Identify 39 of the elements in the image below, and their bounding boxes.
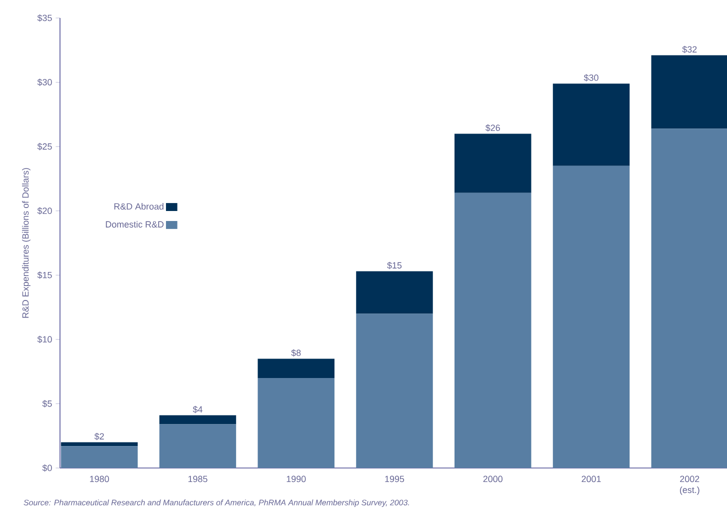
bar	[258, 358, 334, 378]
bar	[454, 134, 532, 193]
y-tick-label: $10	[37, 336, 52, 344]
legend-label: Domestic R&D	[106, 220, 164, 228]
bar	[60, 446, 138, 468]
total-label: $15	[387, 262, 402, 270]
x-tick-label: 1995	[385, 476, 404, 482]
x-tick-label: 2001	[582, 476, 601, 482]
x-tick-label: 1990	[286, 476, 306, 482]
bar	[258, 378, 334, 468]
y-tick-label: $25	[37, 142, 52, 150]
x-tick-label: 1985	[188, 476, 208, 482]
bar	[552, 166, 630, 468]
bar	[454, 192, 532, 468]
bar	[651, 55, 727, 129]
x-tick-label: 2000	[483, 476, 502, 482]
bar	[159, 424, 236, 468]
bar	[356, 271, 433, 314]
x-tick-label: 2002 (est.)	[680, 476, 700, 495]
y-tick-label: $20	[37, 207, 52, 214]
y-tick-label: $30	[37, 78, 52, 86]
total-label: $26	[485, 124, 500, 132]
bar	[552, 84, 630, 166]
y-tick-label: $15	[37, 272, 52, 279]
total-label: $32	[682, 46, 697, 54]
bar	[651, 128, 727, 468]
total-label: $30	[584, 74, 598, 82]
y-tick-label: $5	[42, 400, 52, 408]
total-label: $8	[291, 349, 301, 357]
bar	[60, 442, 138, 446]
y-tick-label: $0	[42, 464, 52, 472]
x-tick-label: 1980	[90, 476, 109, 482]
y-tick-label: $35	[37, 14, 52, 22]
total-label: $4	[192, 406, 202, 414]
y-axis-title: R&D Expenditures (Billions of Dollars)	[22, 168, 30, 318]
legend-label: R&D Abroad	[114, 203, 164, 210]
bar	[159, 415, 236, 424]
bar	[356, 314, 433, 468]
total-label: $2	[94, 432, 104, 440]
